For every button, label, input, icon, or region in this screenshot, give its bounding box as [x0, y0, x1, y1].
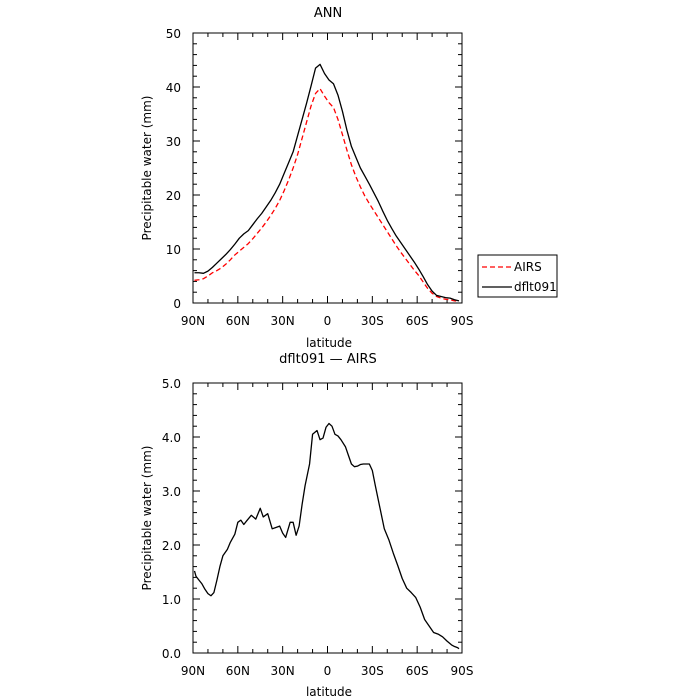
- top-x-tick-label: 90N: [181, 314, 205, 328]
- top-y-tick-label: 10: [166, 243, 181, 257]
- legend-label-airs: AIRS: [514, 260, 542, 274]
- top-x-tick-label: 0: [324, 314, 332, 328]
- bottom-x-tick-label: 90N: [181, 664, 205, 678]
- top-x-tick-label: 30S: [361, 314, 384, 328]
- top-chart-title: ANN: [314, 6, 342, 21]
- top-x-tick-label: 60N: [226, 314, 250, 328]
- top-y-tick-label: 0: [173, 297, 181, 311]
- bottom-chart-ylabel: Precipitable water (mm): [140, 446, 154, 591]
- top-chart-legend: AIRS dflt091: [477, 254, 558, 298]
- top-y-tick-label: 50: [166, 27, 181, 41]
- bottom-y-tick-label: 0.0: [162, 647, 181, 661]
- bottom-y-tick-label: 2.0: [162, 539, 181, 553]
- bottom-x-tick-label: 30S: [361, 664, 384, 678]
- top-x-tick-label: 30N: [271, 314, 295, 328]
- top-x-tick-label: 90S: [451, 314, 474, 328]
- top-chart-ylabel: Precipitable water (mm): [140, 96, 154, 241]
- bottom-y-tick-label: 1.0: [162, 593, 181, 607]
- top-x-tick-label: 60S: [406, 314, 429, 328]
- bottom-y-tick-label: 3.0: [162, 485, 181, 499]
- bottom-x-tick-label: 30N: [271, 664, 295, 678]
- bottom-x-tick-label: 90S: [451, 664, 474, 678]
- top-y-tick-label: 40: [166, 81, 181, 95]
- top-series-airs-line: [194, 87, 460, 303]
- top-series-dflt091-line: [194, 63, 460, 302]
- bottom-x-tick-label: 60N: [226, 664, 250, 678]
- legend-label-dflt091: dflt091: [514, 280, 557, 294]
- bottom-chart: dflt091 — AIRS 90N 60N 30N 0 30S 60S 90S 0.0 1.0…: [140, 352, 473, 699]
- bottom-y-tick-label: 4.0: [162, 431, 181, 445]
- top-y-tick-label: 20: [166, 189, 181, 203]
- bottom-chart-xlabel: latitude: [306, 685, 352, 699]
- bottom-x-tick-label: 60S: [406, 664, 429, 678]
- top-chart-xlabel: latitude: [306, 336, 352, 350]
- top-chart: ANN 90N 60N 30N 0 30S 60S 90S 0 10 20 30 40 50 latit…: [140, 6, 558, 350]
- legend-box: [477, 254, 558, 298]
- bottom-chart-title: dflt091 — AIRS: [279, 352, 377, 367]
- top-chart-plot-frame: [192, 32, 463, 304]
- top-y-tick-label: 30: [166, 135, 181, 149]
- bottom-y-tick-label: 5.0: [162, 377, 181, 391]
- bottom-series-difference-line: [193, 422, 460, 650]
- bottom-x-tick-label: 0: [324, 664, 332, 678]
